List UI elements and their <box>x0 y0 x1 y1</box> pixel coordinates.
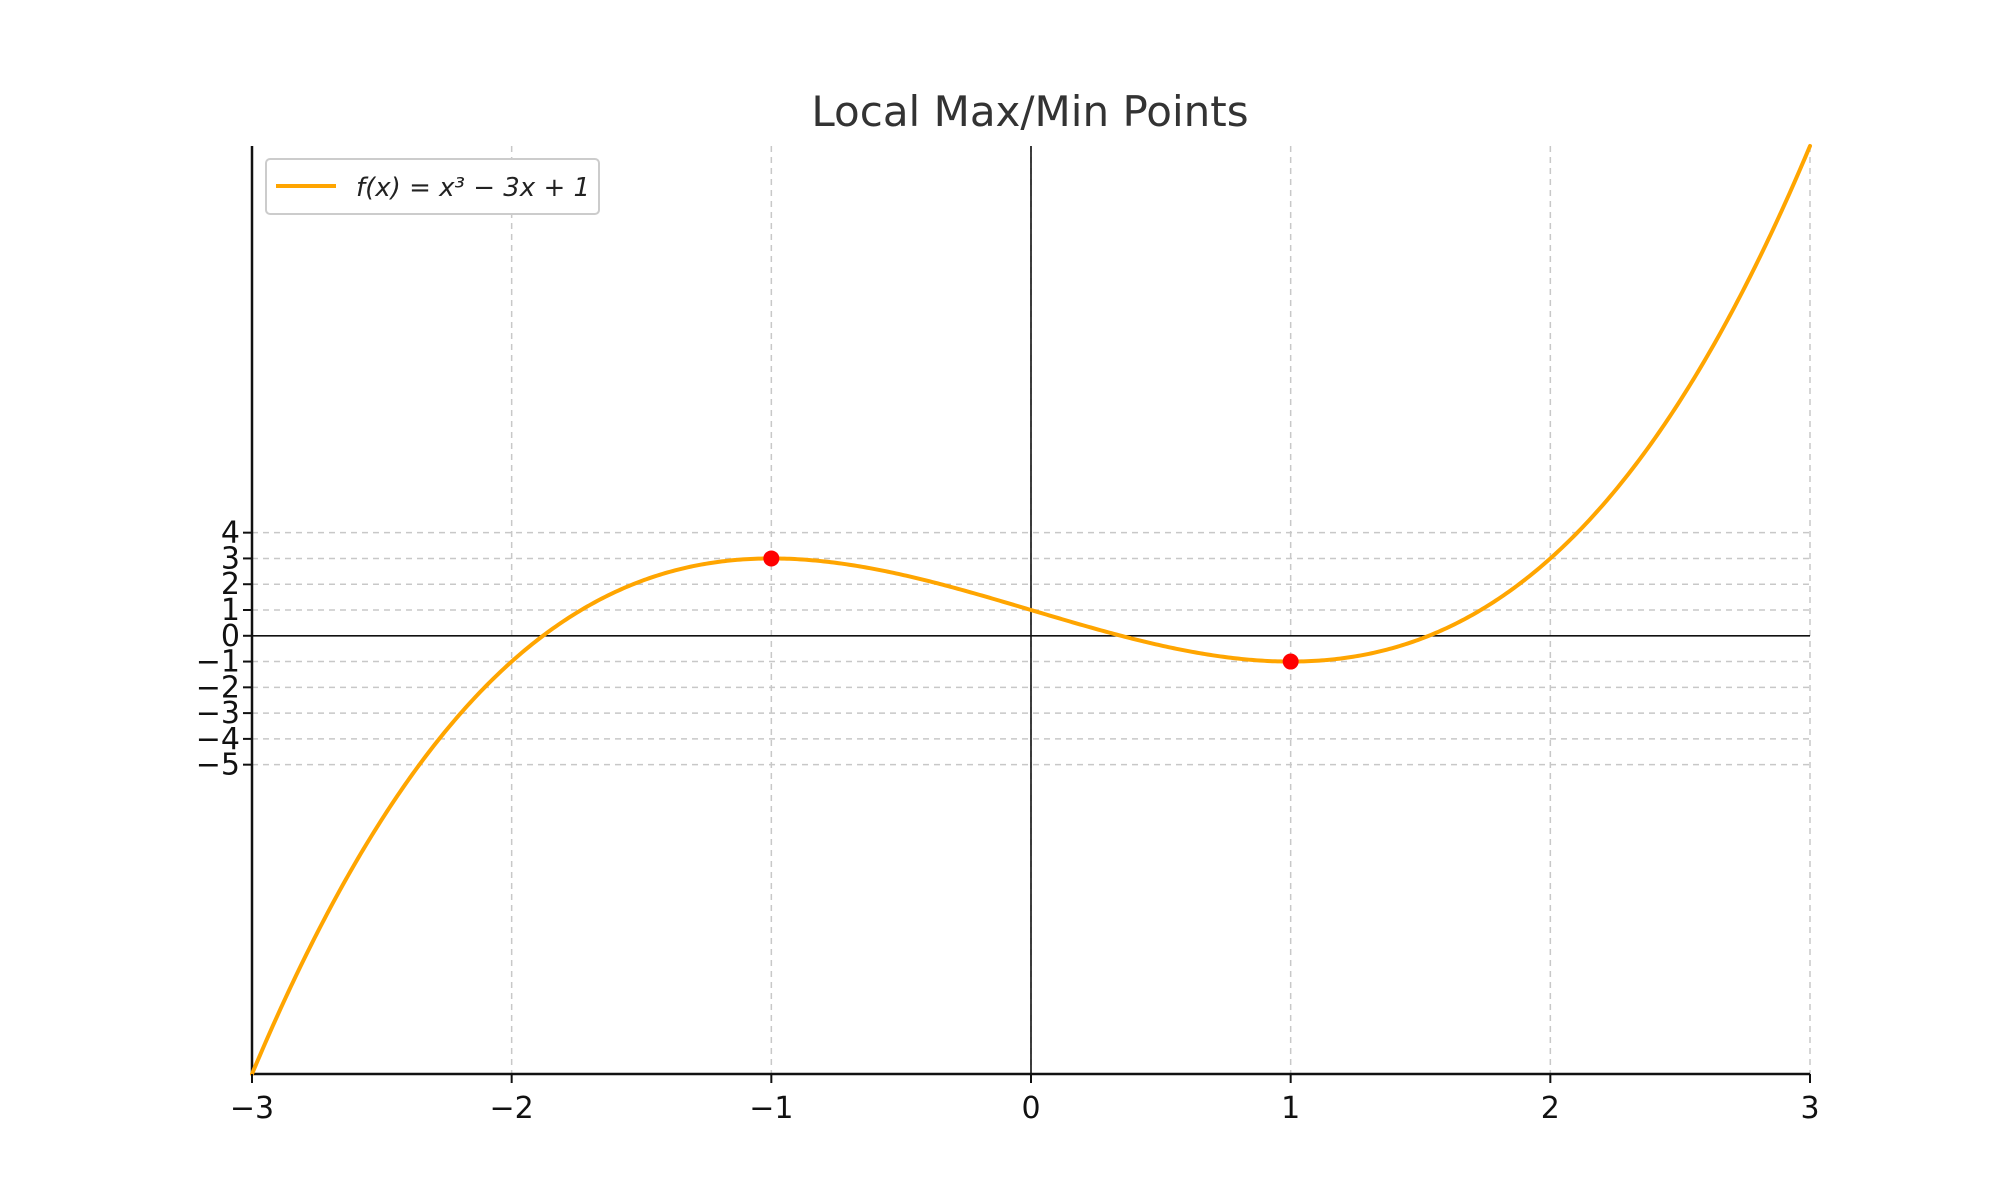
x-tick-label: 3 <box>1800 1091 1819 1126</box>
y-tick-label: 4 <box>221 516 240 551</box>
legend-box <box>265 158 600 215</box>
points-layer <box>763 550 1299 670</box>
chart-title: Local Max/Min Points <box>811 87 1248 136</box>
x-tick-label: −1 <box>749 1091 793 1126</box>
y-tick-label: −4 <box>196 722 240 757</box>
y-tick-label: −2 <box>196 670 240 705</box>
series-line-f <box>250 144 1812 1076</box>
x-tick-label: 0 <box>1021 1091 1040 1126</box>
x-tick-label: 1 <box>1281 1091 1300 1126</box>
local-max-point <box>763 550 780 567</box>
legend: f(x) = x³ − 3x + 1 <box>265 158 600 215</box>
y-tick-label: 2 <box>221 567 240 602</box>
y-tick-label: −5 <box>196 748 240 783</box>
x-tick-label: −2 <box>490 1091 534 1126</box>
y-tick-label: 3 <box>221 541 240 576</box>
y-tick-label: 0 <box>221 619 240 654</box>
y-tick-label: 1 <box>221 593 240 628</box>
y-tick-label: −1 <box>196 645 240 680</box>
local-min-point <box>1282 653 1299 670</box>
y-tick-label: −3 <box>196 696 240 731</box>
x-tick-label: 2 <box>1541 1091 1560 1126</box>
x-tick-label: −3 <box>230 1091 274 1126</box>
legend-label: f(x) = x³ − 3x + 1 <box>356 173 590 203</box>
series-layer <box>250 144 1812 1076</box>
